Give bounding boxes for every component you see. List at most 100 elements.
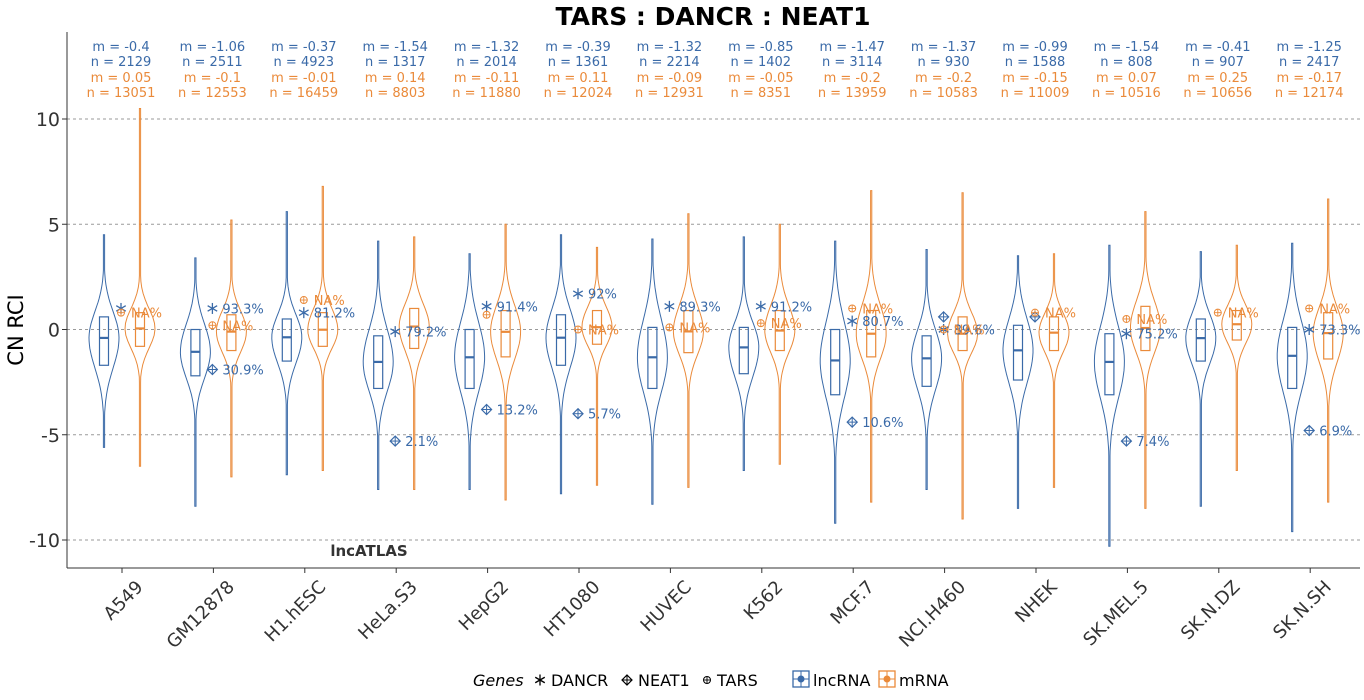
stat-label: m = -0.09 (637, 71, 702, 86)
lncrna-box (98, 316, 110, 366)
lncatlas-watermark: lncATLAS (330, 542, 407, 560)
lncrna-violin (636, 238, 668, 505)
stat-label: m = -0.1 (184, 71, 241, 86)
mrna-box (1323, 312, 1334, 360)
x-tick-label: MCF.7 (827, 577, 879, 629)
y-tick-label: -10 (29, 530, 60, 552)
neat1-marker (572, 407, 584, 420)
tars-marker (574, 325, 582, 334)
neat1-marker (480, 403, 493, 416)
stat-label: m = -0.17 (1276, 71, 1341, 86)
stat-label: m = -0.2 (915, 71, 972, 86)
stat-label: m = -1.37 (911, 40, 976, 55)
neat1-pct-label: 10.6% (862, 416, 903, 431)
neat1-marker (937, 311, 950, 323)
x-tick-label: NHEK (1011, 576, 1062, 627)
tars-marker (1305, 304, 1314, 313)
neat1-pct-label: 7.4% (1136, 435, 1169, 450)
dancr-pct-label: 75.2% (1136, 328, 1177, 343)
dancr-marker (390, 326, 401, 338)
tars-marker (1031, 308, 1039, 317)
stat-label: n = 12553 (178, 86, 247, 101)
dancr-pct-label: 92% (588, 288, 617, 303)
neat1-pct-label: 13.2% (497, 403, 538, 418)
legend: Genes DANCR NEAT1 TARS lncRNA mRNA (473, 670, 949, 690)
stat-label: m = -1.54 (362, 40, 427, 55)
tars-pct-label: NA% (679, 321, 710, 336)
dancr-pct-label: 79.2% (405, 326, 446, 341)
chart-title: TARS : DANCR : NEAT1 (555, 2, 870, 31)
stat-label: m = -1.32 (637, 40, 702, 55)
legend-lncrna: lncRNA (813, 671, 870, 690)
stat-label: n = 13051 (87, 86, 156, 101)
x-tick-label: SK.N.DZ (1177, 577, 1244, 644)
x-tick-label: SK.N.SH (1269, 577, 1336, 644)
lncrna-violin (1093, 244, 1125, 547)
stat-label: m = -1.25 (1276, 40, 1341, 55)
mrna-violin (855, 190, 887, 503)
tars-marker (756, 319, 765, 328)
stat-label: n = 907 (1192, 55, 1244, 70)
stat-label: m = -1.32 (454, 40, 519, 55)
tars-pct-label: NA% (862, 302, 893, 317)
stat-label: n = 12931 (635, 86, 704, 101)
legend-neat1: NEAT1 (638, 671, 690, 690)
stat-label: n = 8351 (731, 86, 791, 101)
tars-marker (939, 325, 948, 334)
tars-marker (703, 676, 711, 684)
stat-label: m = -0.01 (271, 71, 336, 86)
stat-label: m = 0.07 (1096, 71, 1157, 86)
neat1-marker (846, 416, 859, 428)
neat1-pct-label: 5.7% (588, 408, 621, 423)
dancr-marker (847, 315, 858, 327)
tars-marker (1213, 308, 1222, 317)
stat-label: m = -0.99 (1002, 40, 1067, 55)
dancr-marker (1304, 324, 1315, 335)
stat-label: m = -0.05 (728, 71, 793, 86)
mrna-box (500, 309, 511, 358)
y-tick-label: 0 (48, 320, 60, 342)
lncrna-key-dot (797, 675, 805, 683)
mrna-violin (947, 192, 979, 520)
stat-label: n = 4923 (274, 55, 334, 70)
dancr-stroke (572, 290, 584, 298)
neat1-pct-label: 6.9% (1319, 425, 1352, 440)
y-tick-label: 5 (48, 214, 60, 236)
stat-label: m = -0.41 (1185, 40, 1250, 55)
tars-pct-label: NA% (588, 324, 619, 339)
mrna-violin (307, 185, 339, 471)
dancr-stroke (664, 303, 675, 310)
lncrna-box (738, 326, 749, 375)
lncrna-box (1287, 326, 1298, 390)
x-tick-label: NCI.H460 (895, 577, 970, 652)
dancr-marker (664, 300, 675, 312)
tars-marker (1122, 314, 1131, 323)
lncrna-violin (454, 253, 486, 490)
lncrna-box (1104, 333, 1115, 396)
dancr-stroke (298, 309, 309, 316)
mrna-violin (490, 223, 522, 501)
tars-marker (299, 296, 308, 305)
mrna-box (409, 307, 420, 350)
dancr-stroke (847, 317, 858, 325)
mrna-violin (581, 246, 613, 486)
x-tick-label: HUVEC (637, 577, 696, 636)
dancr-pct-label: 89.6% (954, 324, 995, 339)
mrna-violin (672, 213, 704, 488)
tars-pct-label: NA% (131, 307, 162, 322)
legend-mrna: mRNA (899, 671, 949, 690)
stat-label: n = 930 (917, 55, 969, 70)
tars-pct-label: NA% (314, 294, 345, 309)
y-axis-label: CN RCI (4, 294, 28, 365)
tars-pct-label: NA% (222, 319, 253, 334)
dancr-marker (1121, 328, 1132, 340)
stat-label: n = 12024 (544, 86, 613, 101)
stat-label: n = 2214 (639, 55, 699, 70)
stat-label: n = 2129 (91, 55, 151, 70)
dancr-pct-label: 73.3% (1319, 324, 1360, 339)
neat1-marker (206, 363, 219, 376)
tars-pct-label: NA% (771, 317, 802, 332)
dancr-pct-label: 93.3% (222, 302, 263, 317)
stat-label: n = 2417 (1279, 55, 1339, 70)
